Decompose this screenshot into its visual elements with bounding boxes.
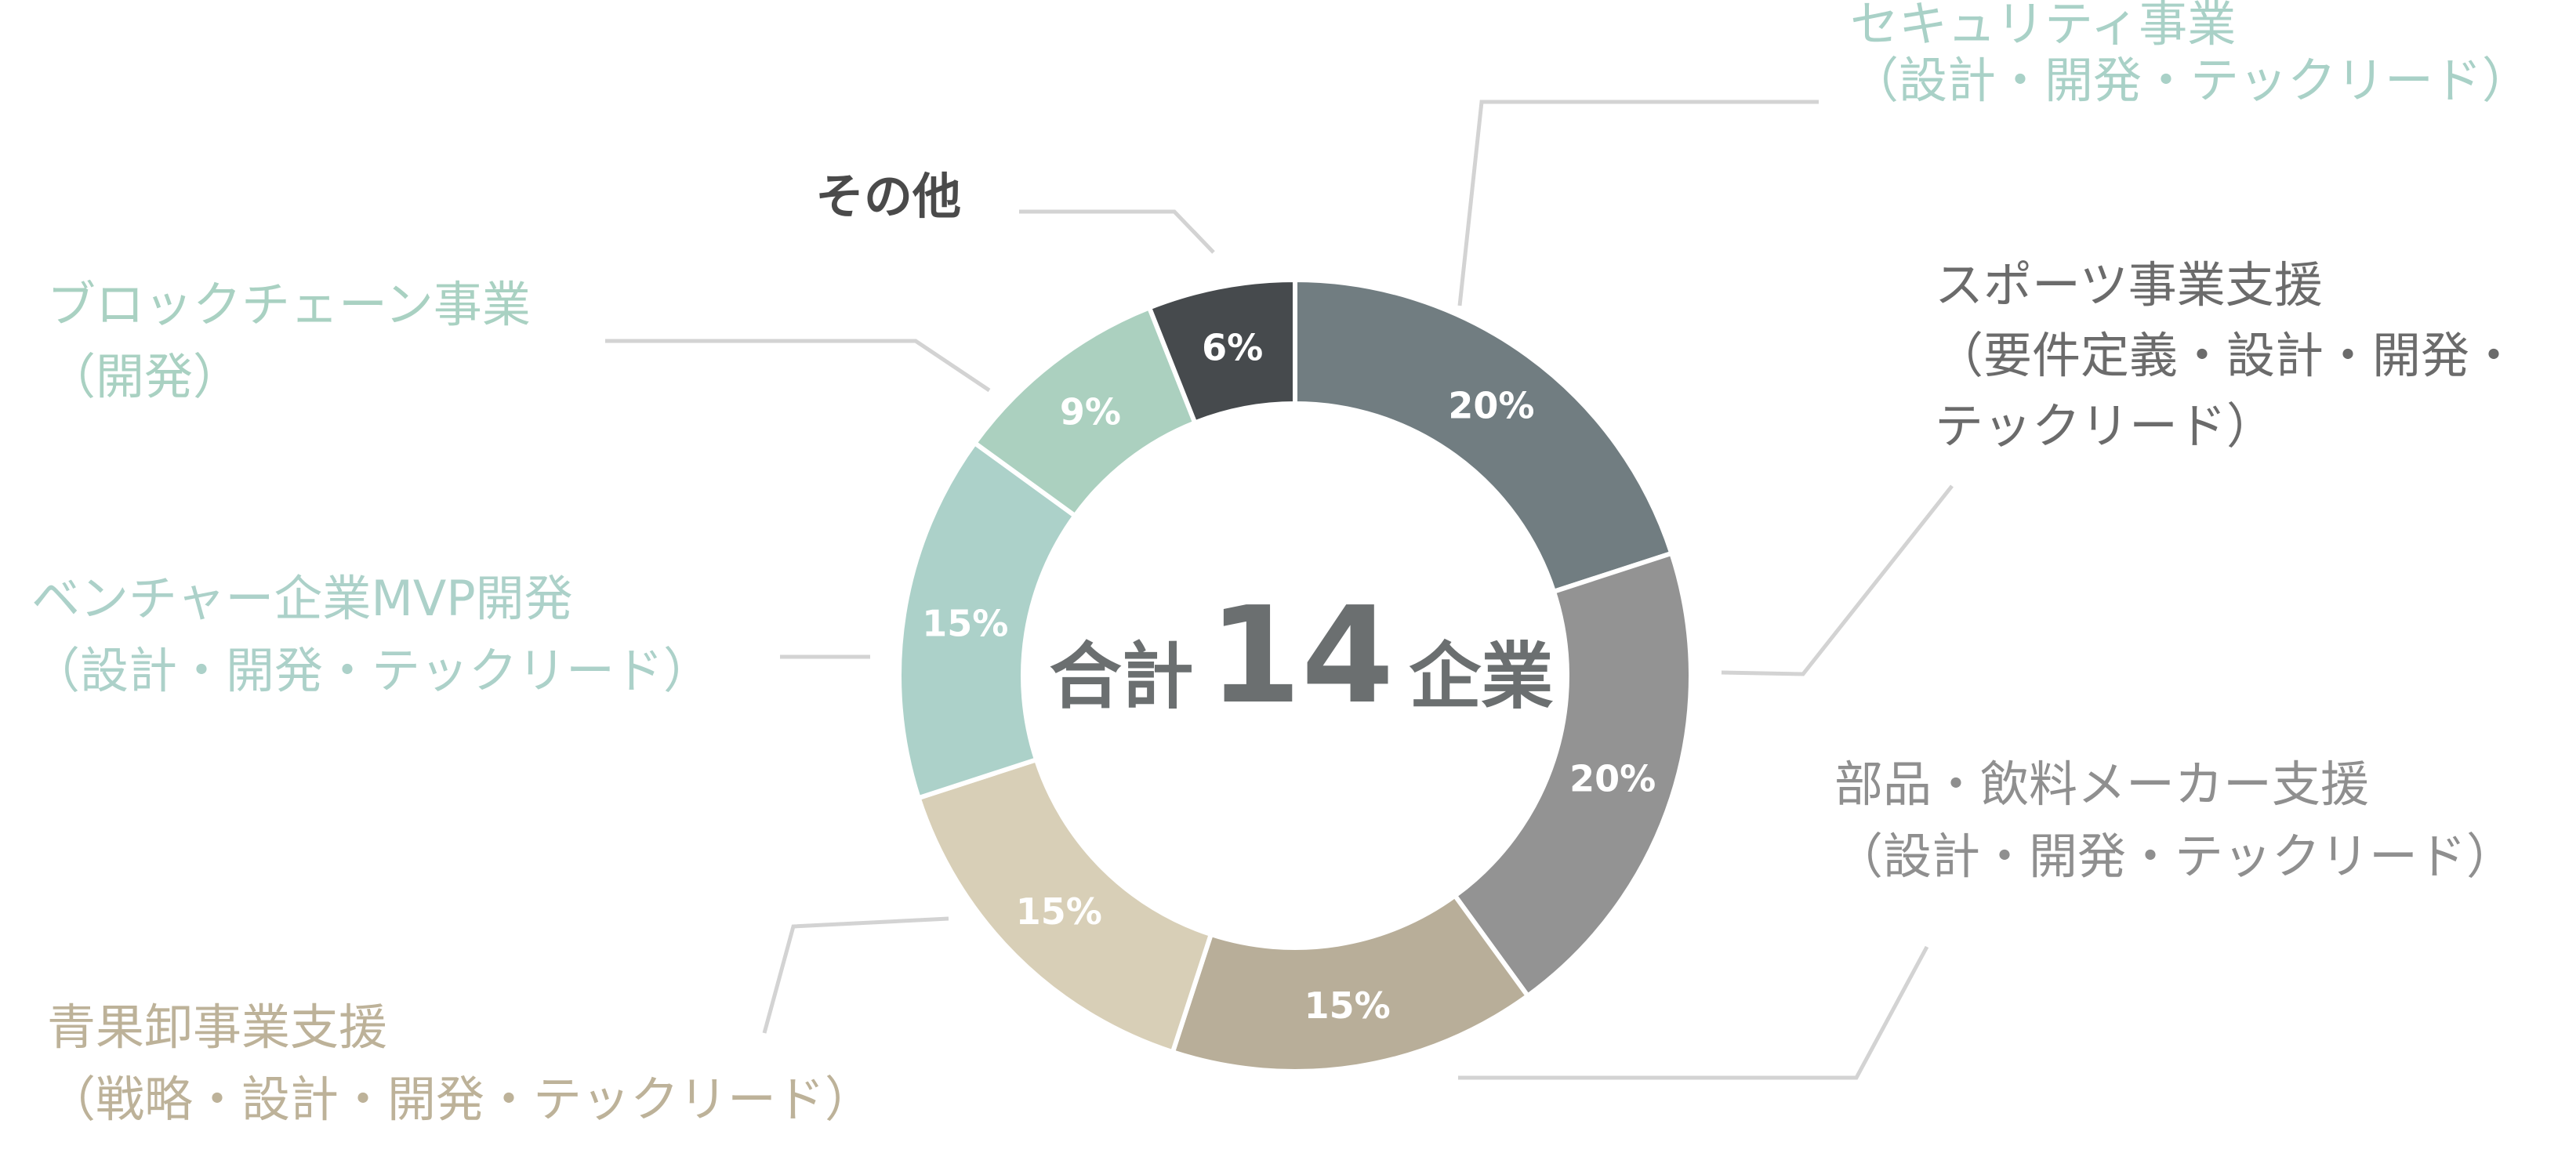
svg-text:合計 14 企業: 合計 14 企業 (1050, 578, 1554, 734)
donut-slice (1146, 277, 1297, 426)
center-number: 14 (1209, 578, 1395, 734)
category-label: ブロックチェーン事業（開発） (47, 276, 531, 405)
slice-percent-labels: 20% 20% 15% 15% 15% 9% 6% (922, 327, 1656, 1027)
leader-line (1457, 100, 1819, 306)
category-labels: セキュリティ事業（設計・開発・テックリード） スポーツ事業支援（要件定義・設計・開… (31, 0, 2531, 1128)
leader-line (1019, 209, 1215, 254)
donut-slices (897, 277, 1693, 1074)
leader-line (1458, 945, 1929, 1080)
slice-percent-label: 6% (1202, 327, 1263, 369)
category-label: その他 (815, 168, 961, 225)
center-label: 合計 14 企業 (1050, 578, 1554, 734)
category-label: スポーツ事業支援（要件定義・設計・開発・テックリード） (1935, 256, 2518, 455)
donut-slice (1451, 550, 1693, 999)
slice-percent-label: 15% (922, 602, 1008, 644)
slice-percent-label: 20% (1569, 758, 1656, 800)
leader-lines (605, 100, 1954, 1080)
leader-line (605, 339, 991, 393)
center-prefix: 合計 (1050, 635, 1194, 719)
slice-percent-label: 15% (1016, 890, 1102, 933)
category-label: 部品・飲料メーカー支援（設計・開発・テックリード） (1834, 756, 2515, 885)
leader-line (762, 916, 949, 1034)
category-label: 青果卸事業支援（戦略・設計・開発・テックリード） (47, 999, 873, 1128)
donut-slice (1293, 277, 1675, 595)
leader-line (1721, 484, 1954, 676)
category-label: ベンチャー企業MVP開発（設計・開発・テックリード） (31, 570, 712, 699)
slice-percent-label: 20% (1448, 384, 1534, 426)
center-suffix: 企業 (1409, 635, 1553, 719)
slice-percent-label: 9% (1060, 390, 1121, 433)
category-label: セキュリティ事業（設計・開発・テックリード） (1850, 0, 2531, 109)
slice-percent-label: 15% (1304, 984, 1391, 1027)
